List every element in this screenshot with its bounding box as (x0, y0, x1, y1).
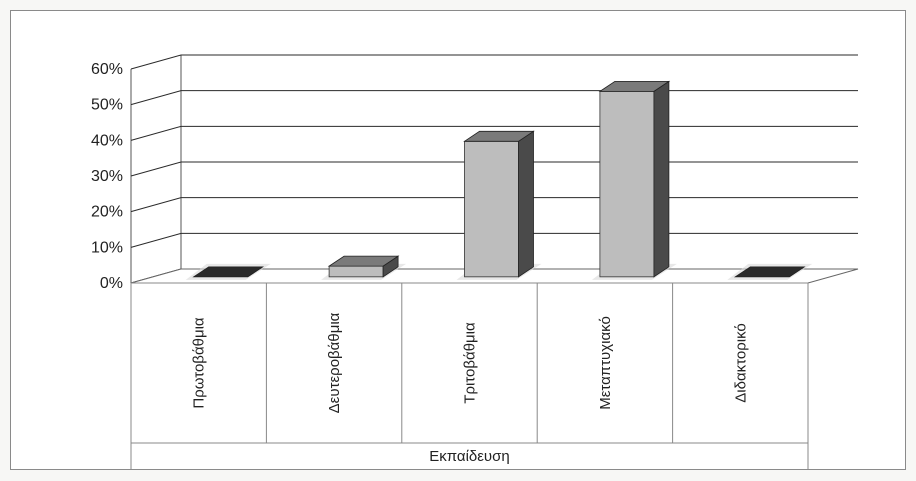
y-tick-label: 10% (91, 239, 123, 256)
bar (185, 263, 271, 280)
x-category-label: Διδακτορικό (732, 323, 749, 402)
bar (727, 263, 813, 280)
y-axis-ticks: 0% 10% 20% 30% 40% 50% 60% (91, 61, 123, 292)
x-category-label: Τριτοβάθμια (462, 322, 479, 404)
gridline (130, 90, 858, 106)
x-axis-categories: Πρωτοβάθμια Δευτεροβάθμια Τριτοβάθμια Μεταπ… (191, 312, 750, 413)
bar-top (192, 266, 265, 278)
bars (185, 80, 813, 280)
x-category-label: Πρωτοβάθμια (191, 317, 208, 409)
bar-top (598, 80, 671, 92)
y-tick-label: 40% (91, 132, 123, 149)
bar-front (599, 90, 655, 278)
bar-side (653, 80, 670, 278)
chart-frame: 0% 10% 20% 30% 40% 50% 60% Πρωτοβάθμια Δευτεροβ… (10, 10, 906, 470)
y-tick-label: 30% (91, 168, 123, 185)
gridline (130, 54, 858, 70)
bar-top (733, 266, 806, 278)
y-tick-label: 50% (91, 97, 123, 114)
bar-chart: 0% 10% 20% 30% 40% 50% 60% Πρωτοβάθμια Δευτεροβ… (91, 54, 859, 469)
y-tick-label: 20% (91, 204, 123, 221)
bar (591, 80, 677, 280)
bar-front (464, 140, 519, 278)
bar-top (327, 255, 400, 267)
y-tick-label: 60% (91, 61, 123, 78)
bar (456, 130, 542, 280)
category-table (130, 282, 809, 469)
bar-side (518, 130, 534, 278)
bar-top (463, 130, 535, 142)
x-category-label: Δευτεροβάθμια (326, 312, 343, 413)
x-category-label: Μεταπτυχιακό (597, 316, 614, 410)
x-axis-title: Εκπαίδευση (429, 448, 510, 465)
y-tick-label: 0% (100, 275, 123, 292)
bar (321, 255, 407, 280)
bar-front (328, 265, 384, 278)
